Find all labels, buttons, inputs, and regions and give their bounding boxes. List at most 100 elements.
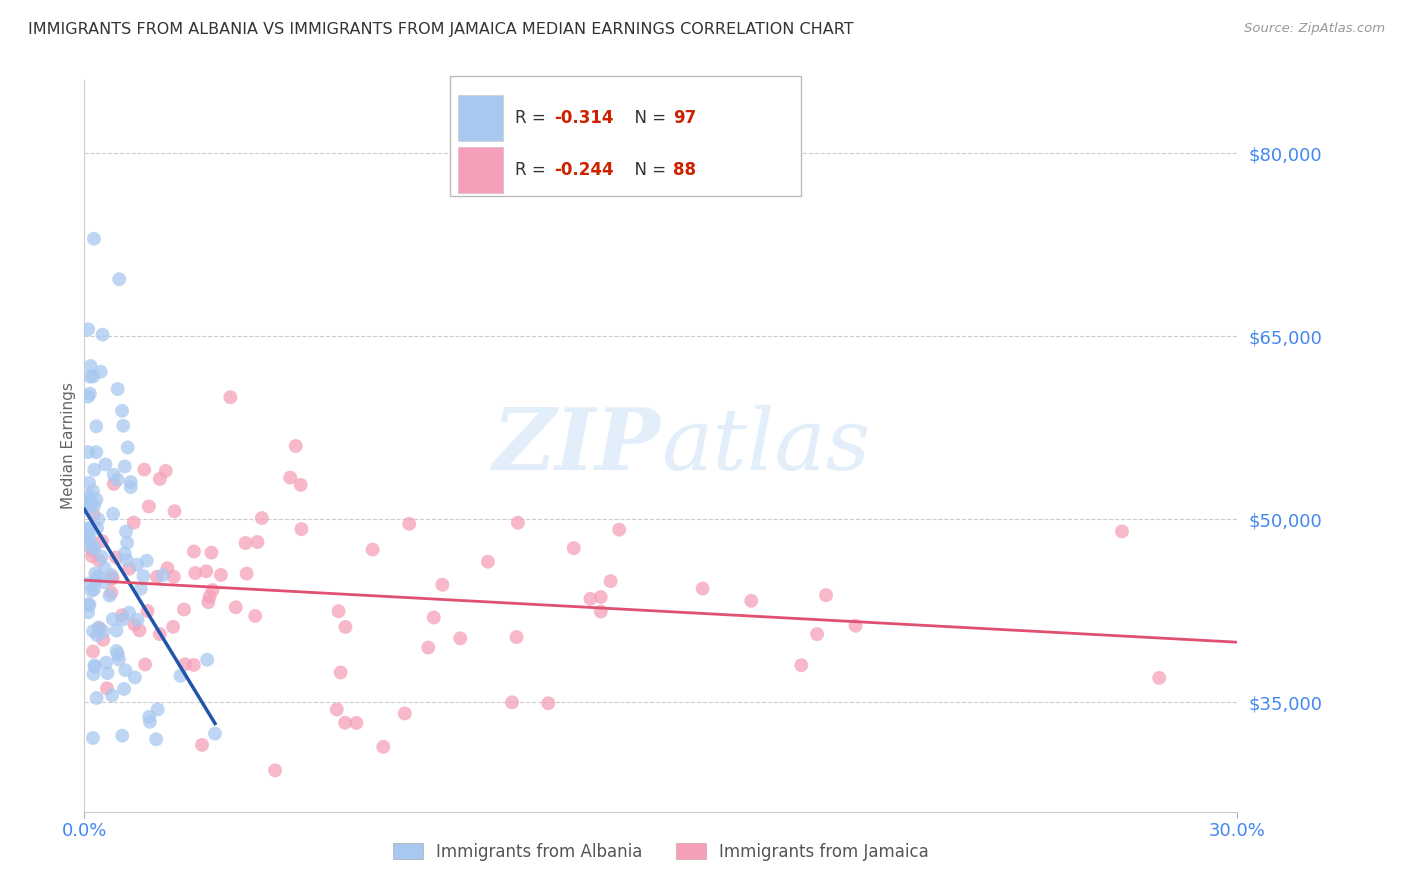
Point [146,702,169,716]
Point [198,590,221,604]
Point [77,597,100,611]
Point [115,553,138,567]
Point [477,555,499,569]
Point [118,606,141,620]
Point [84,566,107,581]
Point [108,652,131,666]
Point [84,492,107,507]
Point [79,386,101,401]
Point [250,511,273,525]
Point [844,618,866,632]
Text: 88: 88 [673,161,696,178]
Point [128,624,150,638]
Point [506,516,529,530]
Point [195,653,218,667]
Point [96,666,118,681]
Point [124,617,146,632]
Point [118,562,141,576]
Point [93,561,115,575]
Point [77,523,100,537]
Point [136,604,159,618]
Point [146,570,169,584]
Point [209,568,232,582]
Text: R =: R = [515,161,551,178]
Point [132,569,155,583]
Point [333,715,356,730]
Point [112,681,135,696]
Point [790,658,813,673]
Point [284,439,307,453]
Point [163,504,186,518]
Point [197,595,219,609]
Point [599,574,621,589]
Point [82,667,104,681]
Point [94,656,117,670]
Point [77,475,100,490]
Point [79,369,101,384]
Point [204,726,226,740]
Point [361,542,384,557]
Point [84,419,107,434]
Point [329,665,352,680]
Point [112,418,135,433]
Point [201,583,224,598]
Point [449,632,471,646]
Point [84,445,107,459]
Point [127,613,149,627]
Point [91,632,114,647]
Point [77,322,100,336]
Point [79,598,101,612]
Point [328,604,350,618]
Point [80,498,103,512]
Point [505,630,527,644]
Point [111,729,134,743]
Point [83,541,105,555]
Point [77,576,100,591]
Point [105,644,128,658]
Text: ZIP: ZIP [494,404,661,488]
Point [235,536,257,550]
Point [692,582,714,596]
Point [1147,671,1170,685]
Point [83,232,105,246]
Point [77,445,100,459]
Text: N =: N = [624,109,672,127]
Point [163,570,186,584]
Point [344,715,367,730]
Point [82,484,104,499]
Point [589,605,612,619]
Point [83,508,105,522]
Point [77,493,100,508]
Point [87,553,110,567]
Point [100,572,122,586]
Point [394,706,416,721]
Point [423,610,446,624]
Point [290,522,312,536]
Point [89,621,111,635]
Point [122,516,145,530]
Point [111,612,134,626]
Point [87,620,110,634]
Point [82,624,104,639]
Point [83,463,105,477]
Point [278,470,301,484]
Point [96,681,118,696]
Text: -0.244: -0.244 [554,161,613,178]
Point [432,578,454,592]
Point [105,624,128,638]
Point [124,670,146,684]
Point [740,594,762,608]
Point [579,591,602,606]
Point [114,663,136,677]
Point [91,327,114,342]
Point [84,660,107,674]
Point [120,480,142,494]
Point [117,441,139,455]
Point [607,523,630,537]
Point [82,644,104,658]
Point [77,605,100,619]
Point [134,463,156,477]
Point [90,365,112,379]
Point [195,564,218,578]
Point [152,568,174,582]
